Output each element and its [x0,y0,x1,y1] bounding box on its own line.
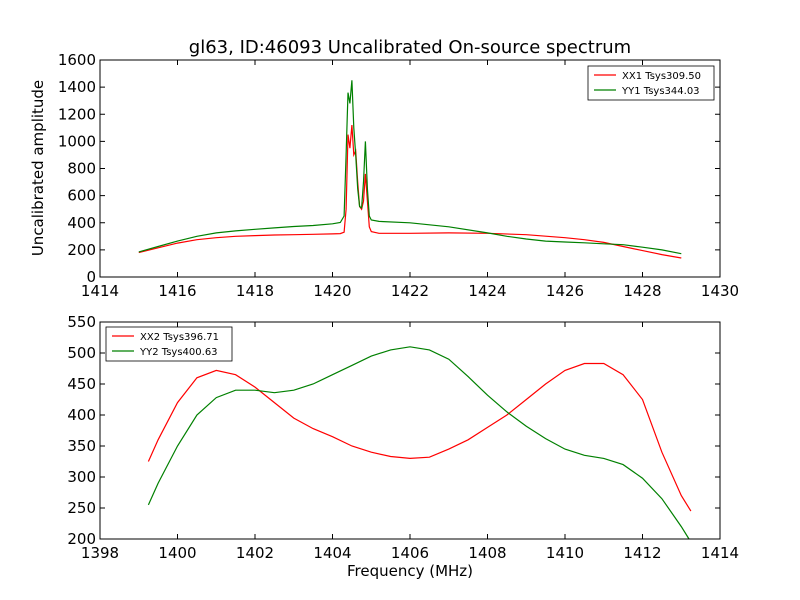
top-legend-box [587,65,715,101]
top-x-tick-label: 1424 [468,282,506,300]
bottom-legend-label-2: YY2 Tsys400.63 [139,347,218,358]
chart-title: gl63, ID:46093 Uncalibrated On-source sp… [189,37,631,58]
bottom-plot-panel: 1398 1400 1402 1404 1406 1408 1410 1412 1414 200 2… [67,313,739,562]
top-x-tick-label: 1430 [701,282,739,300]
top-y-tick-label: 800 [67,160,96,178]
x-axis-label: Frequency (MHz) [347,562,473,580]
bottom-x-tick-label: 1400 [158,544,196,562]
bottom-x-tick-label: 1412 [623,544,661,562]
top-x-tick-label: 1422 [391,282,429,300]
bottom-y-tick-label: 450 [67,375,96,393]
bottom-x-tick-label: 1406 [391,544,429,562]
bottom-x-tick-label: 1404 [313,544,351,562]
top-y-tick-label: 400 [67,214,96,232]
top-legend-label-1: XX1 Tsys309.50 [622,71,701,82]
bottom-series-line-2 [147,346,690,540]
top-y-tick-label: 1400 [58,78,96,96]
top-y-tick-label: 1600 [58,51,96,69]
bottom-y-tick-label: 500 [67,344,96,362]
top-plot-panel: 1414 1416 1418 1420 1422 1424 1426 1428 1430 0 200… [58,51,739,300]
bottom-y-tick-label: 350 [67,437,96,455]
bottom-legend-label-1: XX2 Tsys396.71 [140,332,219,343]
top-x-tick-label: 1414 [81,282,119,300]
bottom-x-tick-label: 1408 [468,544,506,562]
top-legend-label-2: YY1 Tsys344.03 [621,86,700,97]
top-x-tick-label: 1426 [546,282,584,300]
bottom-x-tick-label: 1398 [81,544,119,562]
top-y-tick-label: 1000 [58,132,96,150]
top-x-tick-label: 1420 [313,282,351,300]
bottom-y-tick-label: 200 [67,530,96,548]
top-y-tick-label: 0 [86,268,96,286]
top-series-line-2 [138,80,682,255]
bottom-series-line-1 [147,362,692,512]
top-x-tick-label: 1416 [158,282,196,300]
bottom-x-tick-label: 1414 [701,544,739,562]
bottom-y-tick-label: 400 [67,406,96,424]
top-y-tick-label: 1200 [58,105,96,123]
bottom-x-tick-label: 1410 [546,544,584,562]
bottom-y-tick-label: 550 [67,313,96,331]
top-y-tick-label: 200 [67,241,96,259]
top-x-tick-label: 1428 [623,282,661,300]
bottom-y-tick-label: 250 [67,499,96,517]
bottom-x-tick-label: 1402 [236,544,274,562]
y-axis-label: Uncalibrated amplitude [29,80,47,256]
top-x-tick-label: 1418 [236,282,274,300]
bottom-y-tick-label: 300 [67,468,96,486]
bottom-legend-box [105,326,233,362]
top-y-tick-label: 600 [67,187,96,205]
